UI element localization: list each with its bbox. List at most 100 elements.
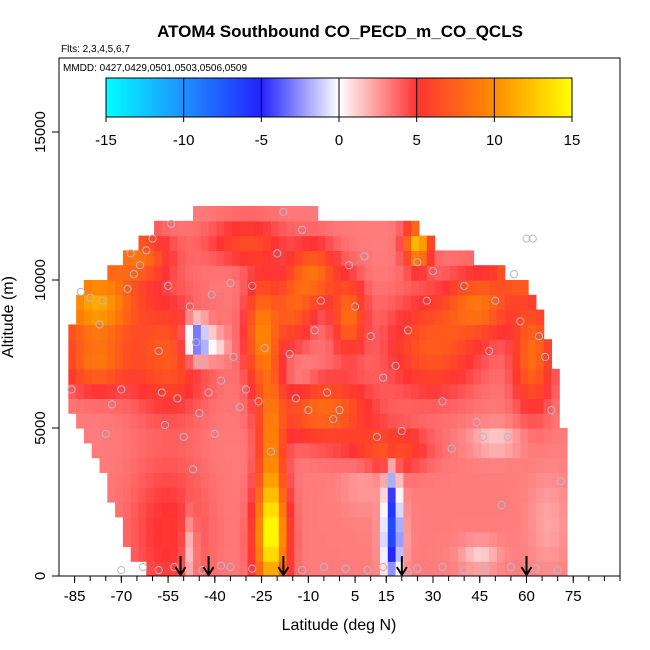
heatmap-cell (138, 368, 147, 385)
heatmap-cell (442, 383, 451, 399)
heatmap-cell (309, 428, 319, 444)
heatmap-cell (193, 383, 202, 399)
heatmap-cell (325, 472, 334, 488)
heatmap-cell (364, 354, 373, 370)
heatmap-cell (286, 250, 295, 266)
heatmap-cell (489, 265, 498, 281)
heatmap-cell (107, 442, 116, 459)
heatmap-cell (395, 502, 404, 518)
heatmap-cell (200, 235, 210, 251)
heatmap-cell (115, 383, 124, 399)
heatmap-cell (177, 280, 186, 296)
heatmap-cell (512, 546, 521, 562)
heatmap-cell (372, 383, 381, 399)
heatmap-cell (216, 516, 225, 533)
heatmap-cell (317, 457, 327, 473)
heatmap-cell (380, 472, 389, 488)
heatmap-cell (193, 235, 202, 251)
heatmap-cell (122, 502, 132, 518)
heatmap-cell (208, 368, 217, 385)
heatmap-cell (341, 502, 350, 518)
heatmap-cell (504, 561, 514, 576)
heatmap-cell (208, 428, 217, 444)
heatmap-cell (193, 428, 202, 444)
heatmap-cell (512, 354, 521, 370)
heatmap-cell (309, 457, 319, 473)
heatmap-cell (83, 413, 93, 429)
sample-point (310, 326, 319, 335)
heatmap-cell (302, 220, 311, 237)
heatmap-cell (489, 413, 498, 429)
heatmap-cell (154, 457, 163, 473)
sample-point (273, 249, 282, 258)
heatmap-cell (146, 309, 155, 325)
heatmap-cell (512, 457, 521, 473)
heatmap-cell (325, 516, 334, 533)
heatmap-cell (263, 383, 272, 399)
heatmap-cell (278, 398, 288, 414)
y-axis-title: Altitude (m) (0, 276, 17, 358)
heatmap-cell (442, 561, 451, 576)
heatmap-cell (231, 280, 241, 296)
heatmap-cell (403, 368, 412, 385)
heatmap-cell (263, 294, 272, 311)
heatmap-cell (231, 442, 241, 459)
heatmap-cell (309, 398, 319, 414)
heatmap-cell (450, 324, 459, 340)
heatmap-cell (434, 250, 443, 266)
heatmap-cell (208, 324, 217, 340)
heatmap-cell (302, 531, 311, 547)
heatmap-cell (286, 309, 295, 325)
heatmap-cell (270, 309, 280, 325)
heatmap-cell (559, 516, 568, 533)
x-tick-label: 75 (565, 588, 582, 605)
sample-point (229, 352, 238, 362)
heatmap-cell (395, 220, 404, 237)
heatmap-cell (356, 220, 366, 237)
sample-point (385, 477, 394, 486)
heatmap-cell (294, 354, 303, 370)
heatmap-cell (403, 235, 412, 251)
heatmap-cell (161, 531, 171, 547)
heatmap-cell (185, 368, 194, 385)
heatmap-cell (520, 472, 529, 488)
heatmap-cell (309, 339, 319, 355)
heatmap-cell (208, 472, 217, 488)
heatmap-cell (270, 516, 280, 533)
heatmap-cell (496, 309, 506, 325)
heatmap-cell (372, 472, 381, 488)
heatmap-cell (99, 324, 108, 340)
heatmap-cell (185, 398, 194, 414)
sample-point (157, 388, 166, 397)
heatmap-cell (473, 561, 482, 576)
heatmap-cell (481, 531, 490, 547)
sample-point (254, 397, 263, 406)
heatmap-cell (239, 398, 249, 414)
heatmap-cell (481, 280, 490, 296)
heatmap-cell (255, 354, 264, 370)
heatmap-cell (255, 368, 264, 385)
heatmap-cell (302, 309, 311, 325)
heatmap-cell (239, 368, 249, 385)
heatmap-cell (68, 324, 77, 340)
heatmap-cell (146, 339, 155, 355)
sample-points (67, 207, 565, 576)
heatmap-cell (278, 324, 288, 340)
heatmap-cell (177, 398, 186, 414)
sample-point (534, 332, 544, 341)
heatmap-cell (333, 368, 342, 385)
heatmap-cell (83, 368, 93, 385)
heatmap-cell (348, 487, 358, 503)
heatmap-cell (333, 354, 342, 370)
heatmap-cell (255, 206, 264, 222)
heatmap-cell (418, 457, 428, 473)
heatmap-cell (107, 383, 116, 399)
heatmap-cell (380, 546, 389, 562)
heatmap-cell (395, 250, 404, 266)
heatmap-cell (263, 235, 272, 251)
heatmap-cell (83, 354, 93, 370)
heatmap-cell (403, 309, 412, 325)
heatmap-cell (68, 368, 77, 385)
heatmap-cell (270, 339, 280, 355)
heatmap-cell (177, 457, 186, 473)
